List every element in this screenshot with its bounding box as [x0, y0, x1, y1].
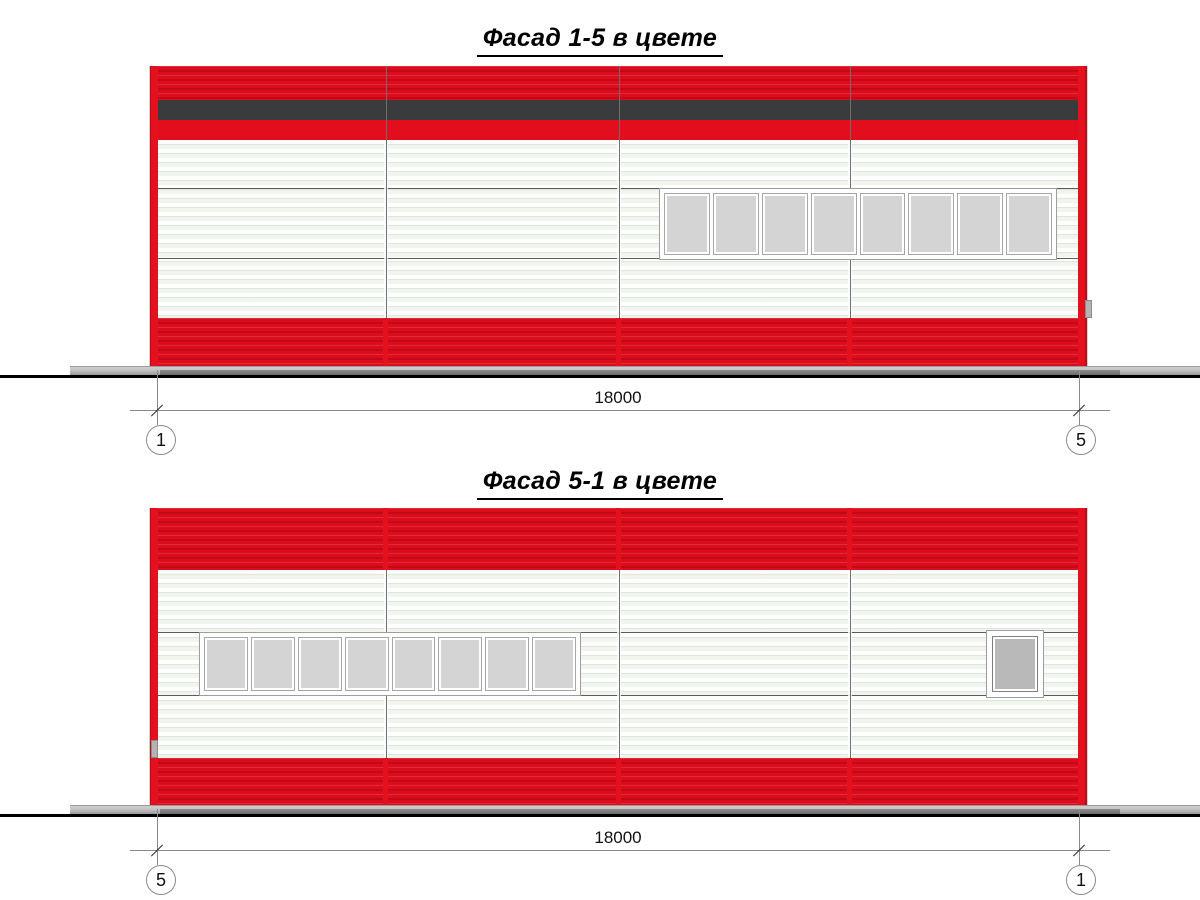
- window-pane[interactable]: [204, 637, 248, 691]
- dimension-line-bottom: [130, 850, 1110, 851]
- dimension-label-top: 18000: [594, 388, 642, 407]
- dimension-label-bottom: 18000: [594, 828, 642, 847]
- column-red-strip: [616, 508, 621, 570]
- facade-title-top: Фасад 1-5 в цвете: [0, 24, 1200, 57]
- corner-shadow-left: [149, 66, 151, 370]
- window-pane[interactable]: [297, 637, 342, 691]
- window-pane[interactable]: [532, 637, 576, 691]
- window-pane[interactable]: [957, 193, 1004, 255]
- column-red-strip: [383, 758, 388, 808]
- column-red-strip: [616, 318, 621, 370]
- ribbon-window-top[interactable]: [659, 188, 1057, 260]
- corner-shadow-right: [1085, 508, 1088, 808]
- facade-title-bottom-text: Фасад 5-1 в цвете: [476, 467, 724, 500]
- window-pane[interactable]: [250, 637, 295, 691]
- window-pane[interactable]: [344, 637, 389, 691]
- wall-fixture: [151, 740, 158, 758]
- column-line: [619, 508, 620, 808]
- column-red-strip: [847, 508, 852, 570]
- ground-line-bottom: [0, 814, 1200, 817]
- column-line: [386, 66, 387, 370]
- window-pane[interactable]: [391, 637, 436, 691]
- extension-line-right-top: [1079, 370, 1080, 425]
- square-window-bottom[interactable]: [986, 630, 1044, 698]
- axis-bubble-left-bottom[interactable]: 5: [146, 865, 176, 895]
- apron-edge-top: [160, 370, 1120, 375]
- window-pane[interactable]: [1006, 193, 1052, 255]
- axis-bubble-right-bottom[interactable]: 1: [1066, 865, 1096, 895]
- corner-strip-right: [1078, 508, 1087, 808]
- dimension-line-top: [130, 410, 1110, 411]
- column-red-strip: [383, 508, 388, 570]
- window-pane[interactable]: [712, 193, 759, 255]
- facade-title-top-text: Фасад 1-5 в цвете: [476, 24, 724, 57]
- window-pane[interactable]: [664, 193, 710, 255]
- extension-line-left-top: [157, 370, 158, 425]
- column-red-strip: [616, 758, 621, 808]
- apron-edge-bottom: [160, 809, 1120, 814]
- elevation-facade-1-5: 18000 1 5: [0, 66, 1200, 455]
- red-flat-stripe: [150, 120, 1085, 140]
- window-pane[interactable]: [908, 193, 955, 255]
- extension-line-right-bottom: [1079, 809, 1080, 865]
- window-pane[interactable]: [485, 637, 530, 691]
- window-pane[interactable]: [761, 193, 808, 255]
- ground-line-top: [0, 375, 1200, 378]
- column-line: [850, 508, 851, 808]
- ribbon-window-bottom[interactable]: [199, 632, 581, 696]
- facade-title-bottom: Фасад 5-1 в цвете: [0, 467, 1200, 500]
- axis-bubble-left-top[interactable]: 1: [146, 425, 176, 455]
- window-pane[interactable]: [859, 193, 906, 255]
- column-red-strip: [847, 758, 852, 808]
- column-line: [619, 66, 620, 370]
- corner-strip-left: [150, 66, 158, 370]
- wall-fixture: [1085, 300, 1092, 318]
- extension-line-left-bottom: [157, 809, 158, 865]
- corner-shadow-left: [149, 508, 151, 808]
- window-pane[interactable]: [810, 193, 857, 255]
- window-pane[interactable]: [438, 637, 483, 691]
- column-red-strip: [383, 318, 388, 370]
- axis-bubble-right-top[interactable]: 5: [1066, 425, 1096, 455]
- corner-strip-left: [150, 508, 158, 808]
- column-red-strip: [847, 318, 852, 370]
- window-pane[interactable]: [992, 636, 1038, 692]
- corner-strip-right: [1078, 66, 1087, 370]
- corner-shadow-right: [1085, 66, 1088, 370]
